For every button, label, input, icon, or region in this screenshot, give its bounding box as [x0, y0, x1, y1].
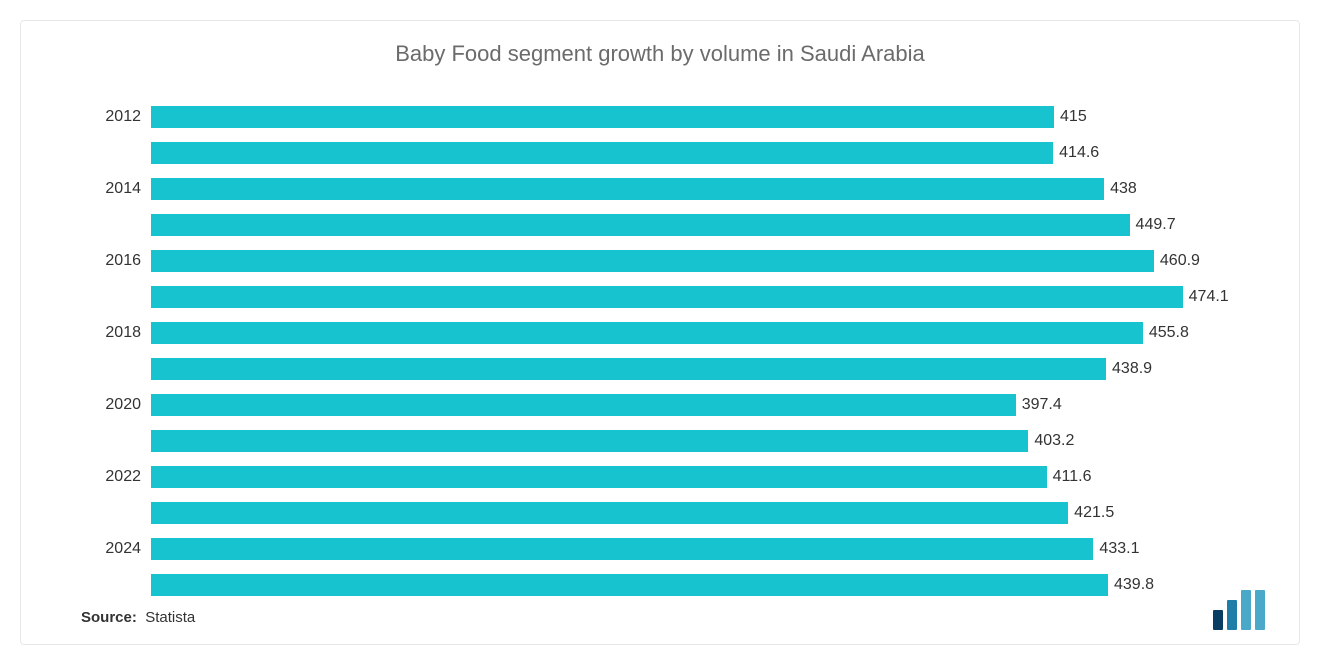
bar: 414.6	[151, 142, 1053, 164]
source-citation: Source: Statista	[81, 609, 195, 626]
bar-value-label: 474.1	[1189, 288, 1229, 306]
bar-track: 415	[151, 106, 1239, 128]
bar-track: 438	[151, 178, 1239, 200]
bar-track: 414.6	[151, 142, 1239, 164]
y-axis-label: 2024	[81, 540, 141, 558]
bar: 438.9	[151, 358, 1106, 380]
bar-value-label: 415	[1060, 108, 1087, 126]
bar-value-label: 433.1	[1099, 540, 1139, 558]
bar: 455.8	[151, 322, 1143, 344]
bar-value-label: 460.9	[1160, 252, 1200, 270]
bar-track: 460.9	[151, 250, 1239, 272]
bar: 439.8	[151, 574, 1108, 596]
bar: 438	[151, 178, 1104, 200]
bar-track: 397.4	[151, 394, 1239, 416]
bar: 421.5	[151, 502, 1068, 524]
bar-track: 439.8	[151, 574, 1239, 596]
bar-track: 433.1	[151, 538, 1239, 560]
bar-value-label: 403.2	[1034, 432, 1074, 450]
y-axis-label: 2016	[81, 252, 141, 270]
y-axis-label: 2012	[81, 108, 141, 126]
source-label: Source:	[81, 609, 137, 626]
bar-value-label: 438	[1110, 180, 1137, 198]
bar-track: 449.7	[151, 214, 1239, 236]
brand-logo	[1209, 590, 1269, 630]
y-axis-label: 2020	[81, 396, 141, 414]
y-axis-label: 2014	[81, 180, 141, 198]
y-axis-label: 2022	[81, 468, 141, 486]
y-axis-label: 2018	[81, 324, 141, 342]
bar-row: 2024433.1	[151, 534, 1239, 564]
bar-value-label: 449.7	[1136, 216, 1176, 234]
bars-area: 2012415414.62014438449.72016460.9474.120…	[81, 102, 1239, 600]
bar-row: 449.7	[151, 210, 1239, 240]
bar-row: 474.1	[151, 282, 1239, 312]
source-value: Statista	[145, 609, 195, 626]
bar: 433.1	[151, 538, 1093, 560]
bar-row: 2022411.6	[151, 462, 1239, 492]
bar: 460.9	[151, 250, 1154, 272]
bar: 474.1	[151, 286, 1183, 308]
bar-row: 2016460.9	[151, 246, 1239, 276]
bar-row: 414.6	[151, 138, 1239, 168]
bar-value-label: 438.9	[1112, 360, 1152, 378]
bar-value-label: 421.5	[1074, 504, 1114, 522]
chart-container: Baby Food segment growth by volume in Sa…	[20, 20, 1300, 645]
bar-value-label: 414.6	[1059, 144, 1099, 162]
bar-value-label: 455.8	[1149, 324, 1189, 342]
bar-value-label: 411.6	[1053, 468, 1092, 486]
bar: 397.4	[151, 394, 1016, 416]
bar-row: 2012415	[151, 102, 1239, 132]
bar-row: 421.5	[151, 498, 1239, 528]
bar-row: 2020397.4	[151, 390, 1239, 420]
bar-value-label: 439.8	[1114, 576, 1154, 594]
bar-track: 421.5	[151, 502, 1239, 524]
bar: 403.2	[151, 430, 1028, 452]
bar-track: 411.6	[151, 466, 1239, 488]
bar-row: 438.9	[151, 354, 1239, 384]
bar: 415	[151, 106, 1054, 128]
bar-row: 403.2	[151, 426, 1239, 456]
bar-row: 2014438	[151, 174, 1239, 204]
bar-track: 438.9	[151, 358, 1239, 380]
bar: 411.6	[151, 466, 1047, 488]
bar-track: 403.2	[151, 430, 1239, 452]
bar-row: 439.8	[151, 570, 1239, 600]
chart-title: Baby Food segment growth by volume in Sa…	[81, 41, 1239, 67]
bar-track: 474.1	[151, 286, 1239, 308]
bar: 449.7	[151, 214, 1130, 236]
bar-track: 455.8	[151, 322, 1239, 344]
bar-value-label: 397.4	[1022, 396, 1062, 414]
bar-row: 2018455.8	[151, 318, 1239, 348]
